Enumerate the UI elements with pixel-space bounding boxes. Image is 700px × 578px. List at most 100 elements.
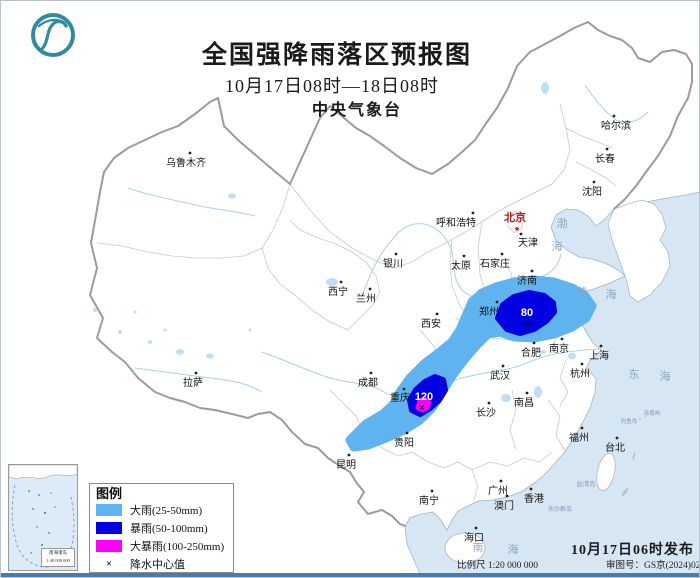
sea-label: 海 (606, 287, 617, 301)
city-label: 贵阳 (394, 436, 414, 449)
inset-scale: 1:40 000 000 (46, 558, 70, 563)
legend-color-swatch (96, 522, 122, 534)
city-dot (605, 147, 609, 151)
city-dot (347, 453, 351, 457)
logo-wing (37, 18, 65, 28)
release-time: 10月17日06时发布 (571, 541, 694, 558)
city-label: 石家庄 (480, 257, 510, 270)
city-label: 西安 (421, 317, 441, 330)
korea-peninsula (607, 199, 671, 303)
island-label: 钓鱼岛 (621, 417, 638, 425)
city-label: 呼和浩特 (436, 217, 476, 229)
city-dot (599, 344, 603, 348)
city-label: 台北 (605, 441, 625, 454)
rain-area-heavy-rainstorm (415, 396, 432, 413)
map-period: 10月17日08时—18日08时 (225, 76, 439, 96)
inset-islands (28, 490, 56, 554)
city-dot (405, 431, 409, 435)
city-label: 成都 (358, 377, 378, 389)
city-label: 郑州 (479, 305, 499, 318)
city-label: 广州 (488, 485, 508, 497)
city-label: 南昌 (514, 396, 534, 409)
city-dot (471, 211, 475, 215)
city-dot (612, 114, 616, 118)
rain-center-value: 120 (415, 391, 433, 403)
rain-center-value: 80 (521, 307, 533, 319)
inset-label-box: 南海诸岛 1:40 000 000 (41, 548, 75, 567)
city-label: 乌鲁木齐 (166, 156, 206, 169)
city-dot (487, 401, 491, 405)
city-label: 长春 (595, 153, 615, 165)
city-dot (495, 300, 499, 304)
sea-area (404, 191, 700, 575)
city-dot (560, 337, 564, 341)
approval-number: 审图号：GS京(2024)0236号 (606, 559, 700, 571)
city-dot (462, 254, 466, 258)
city-dot (615, 436, 619, 440)
city-label: 重庆 (390, 391, 410, 404)
city-label: 兰州 (356, 292, 376, 305)
island-label: 赤尾屿 (644, 409, 661, 417)
city-dot (394, 252, 398, 256)
sea-label: 东 (629, 368, 640, 381)
south-china-sea-inset: 南海诸岛 1:40 000 000 (8, 464, 78, 571)
sea-label: 南 (473, 541, 484, 554)
legend-row: 大雨(25-50mm) (96, 501, 227, 519)
city-dot (402, 387, 406, 391)
legend-color-swatch (96, 504, 122, 516)
city-label: 银川 (383, 257, 403, 270)
cma-logo (31, 13, 75, 57)
map-agency: 中央气象台 (312, 100, 402, 119)
city-dot (532, 341, 536, 345)
city-dot (188, 151, 192, 155)
sea-label: 黄 (577, 285, 588, 299)
capital-star-marker: ★ (514, 225, 520, 233)
city-dot (519, 232, 523, 236)
city-label: 长沙 (476, 407, 496, 419)
national-border (89, 21, 693, 527)
legend-color-swatch (96, 540, 122, 552)
city-dot (530, 269, 534, 273)
hainan-island (444, 532, 486, 564)
sea-label: 渤 (557, 217, 568, 230)
city-dot (369, 371, 373, 375)
city-label: 天津 (518, 237, 538, 249)
legend-rows: 大雨(25-50mm) 暴雨(50-100mm) 大暴雨(100-250mm) × 降水… (96, 501, 227, 573)
small-islands (621, 416, 646, 497)
sea-label: 海 (508, 542, 519, 556)
bottom-bar (0, 573, 700, 578)
city-dot (529, 487, 533, 491)
city-dot (501, 364, 505, 368)
legend-label: 暴雨(50-100mm) (130, 523, 208, 535)
city-dot (194, 371, 198, 375)
city-dot (505, 494, 509, 498)
rain-center-values: 80×120× (415, 307, 533, 414)
lakes (93, 82, 576, 402)
rain-center-x-marker: × (419, 403, 425, 414)
island-label: 台湾岛 (576, 479, 596, 488)
city-label: 西宁 (328, 285, 348, 298)
city-label: 福州 (569, 431, 589, 444)
city-label: 南京 (549, 342, 569, 355)
city-label: 武汉 (490, 369, 510, 382)
penghu-island (595, 480, 597, 482)
city-dot (499, 479, 503, 483)
city-label: 南宁 (419, 494, 439, 507)
city-label: 澳门 (494, 499, 514, 512)
city-dot (580, 426, 584, 430)
map-title: 全国强降雨落区预报图 (201, 40, 472, 69)
legend-label: 大暴雨(100-250mm) (130, 541, 225, 553)
sea-labels: 渤海黄 海东 海南海 (473, 217, 671, 556)
inset-boundary-dashes (11, 484, 75, 568)
legend-label: 降水中心值 (130, 559, 185, 571)
city-dot (580, 362, 584, 366)
island-label: 东沙群岛 (548, 505, 572, 513)
city-label: 太原 (451, 259, 471, 272)
city-dot (368, 287, 372, 291)
sea-label: 海 (660, 369, 671, 383)
map-scale: 比例尺 1:20 000 000 (457, 559, 538, 571)
city-dot (435, 312, 439, 316)
